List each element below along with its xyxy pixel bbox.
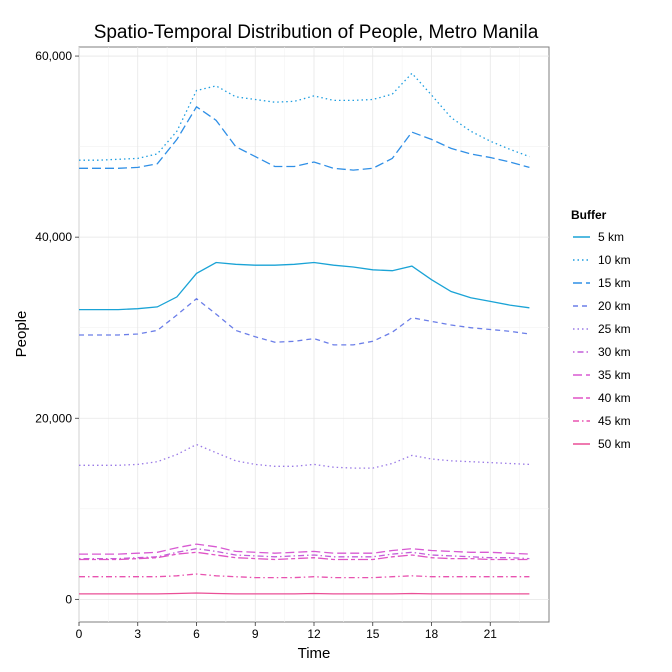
- x-tick-label: 21: [484, 627, 498, 641]
- legend: Buffer 5 km 10 km 15 km 20 km 25 km 30 km 35 k…: [571, 208, 631, 451]
- x-tick-label: 18: [425, 627, 439, 641]
- legend-label: 30 km: [598, 345, 631, 359]
- series-layer: [79, 72, 530, 595]
- series-line-35-km: [79, 543, 530, 555]
- x-tick-label: 0: [76, 627, 83, 641]
- legend-label: 40 km: [598, 391, 631, 405]
- legend-label: 10 km: [598, 253, 631, 267]
- series-line-40-km: [79, 551, 530, 561]
- y-tick-label: 40,000: [35, 230, 72, 244]
- y-tick-label: 0: [65, 592, 72, 606]
- x-tick-label: 12: [307, 627, 321, 641]
- grid-major: [78, 47, 549, 622]
- series-line-5-km: [79, 261, 530, 311]
- legend-label: 15 km: [598, 276, 631, 290]
- legend-label: 25 km: [598, 322, 631, 336]
- x-tick-label: 9: [252, 627, 259, 641]
- x-axis: 0 3 6 9 12 15 18 21: [76, 622, 498, 641]
- y-tick-label: 20,000: [35, 411, 72, 425]
- legend-label: 20 km: [598, 299, 631, 313]
- x-axis-title: Time: [298, 645, 331, 662]
- legend-label: 35 km: [598, 368, 631, 382]
- series-line-50-km: [79, 592, 530, 595]
- series-line-10-km: [79, 72, 530, 161]
- legend-label: 5 km: [598, 230, 624, 244]
- legend-label: 45 km: [598, 414, 631, 428]
- series-line-20-km: [79, 297, 530, 346]
- series-line-15-km: [79, 105, 530, 171]
- y-axis: 0 20,000 40,000 60,000: [35, 49, 79, 606]
- x-tick-label: 3: [134, 627, 141, 641]
- y-tick-label: 60,000: [35, 49, 72, 63]
- series-line-45-km: [79, 573, 530, 579]
- series-line-30-km: [79, 548, 530, 560]
- x-tick-label: 15: [366, 627, 380, 641]
- chart-title: Spatio-Temporal Distribution of People, …: [94, 22, 539, 43]
- legend-label: 50 km: [598, 437, 631, 451]
- legend-title: Buffer: [571, 208, 607, 222]
- x-tick-label: 6: [193, 627, 200, 641]
- y-axis-title: People: [13, 311, 30, 358]
